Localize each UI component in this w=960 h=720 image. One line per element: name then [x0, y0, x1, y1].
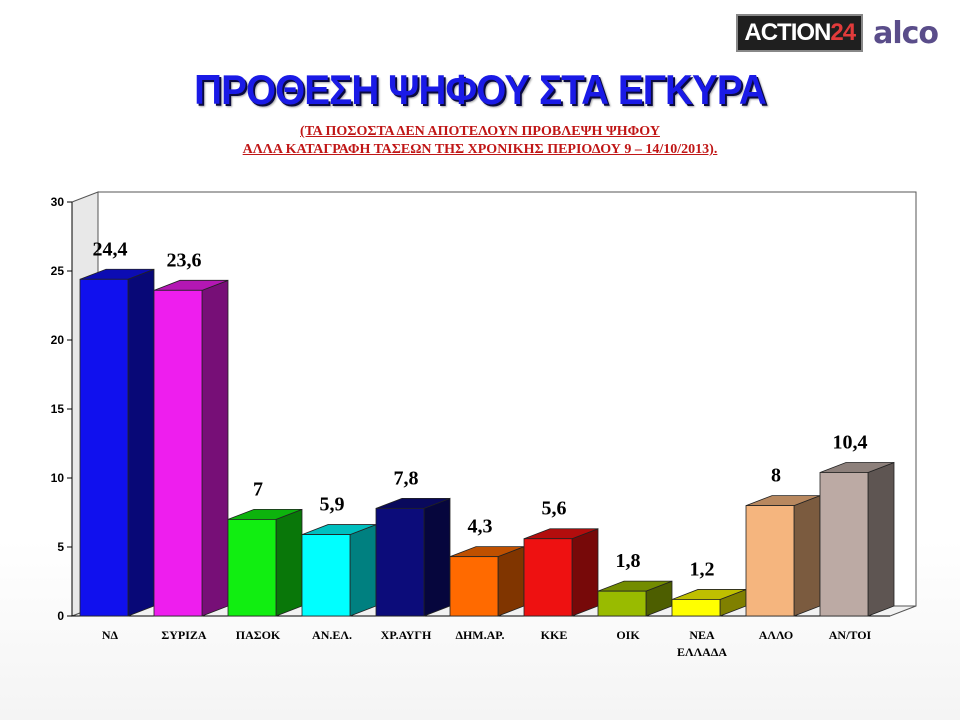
- bar: [819, 472, 869, 617]
- bar: [301, 534, 351, 617]
- y-tick-label: 5: [57, 540, 64, 554]
- x-tick-label: ΝΔ: [102, 628, 119, 642]
- bar-side: [571, 528, 599, 617]
- x-tick-label: ΠΑΣΟΚ: [236, 628, 281, 642]
- bar-side: [201, 279, 229, 617]
- bar: [227, 519, 277, 617]
- bar: [153, 289, 203, 617]
- bar: [671, 599, 721, 617]
- bar: [449, 556, 499, 617]
- bar: [745, 505, 795, 617]
- action24-logo-text: ACTION: [744, 19, 831, 46]
- bar: [375, 507, 425, 617]
- data-label: 1,8: [616, 550, 641, 572]
- data-label: 7: [253, 478, 263, 500]
- bar-side: [349, 523, 377, 617]
- logos: ACTION24 alco: [736, 14, 939, 52]
- x-tick-label: ΑΝ/ΤΟΙ: [829, 628, 872, 642]
- y-tick-label: 25: [51, 264, 65, 278]
- y-tick-label: 15: [51, 402, 65, 416]
- y-tick-label: 20: [51, 333, 65, 347]
- x-tick-label: ΚΚΕ: [541, 628, 568, 642]
- bar: [597, 590, 647, 617]
- alco-logo: alco: [873, 15, 939, 51]
- subtitle-line-1: (ΤΑ ΠΟΣΟΣΤΑ ΔΕΝ ΑΠΟΤΕΛΟΥΝ ΠΡΟΒΛΕΨΗ ΨΗΦΟΥ: [300, 124, 660, 139]
- action24-logo: ACTION24: [736, 14, 864, 52]
- data-label: 24,4: [93, 238, 128, 260]
- x-tick-label: ΔΗΜ.ΑΡ.: [455, 628, 504, 642]
- x-tick-label: ΣΥΡΙΖΑ: [161, 628, 207, 642]
- x-tick-label: ΟΙΚ: [616, 628, 640, 642]
- bar-side: [867, 461, 895, 617]
- data-label: 7,8: [394, 467, 419, 489]
- page-title: ΠΡΟΘΕΣΗ ΨΗΦΟΥ ΣΤΑ ΕΓΚΥΡΑ: [194, 66, 767, 113]
- x-tick-label: ΕΛΛΑΔΑ: [677, 645, 727, 659]
- x-tick-label: ΝΕΑ: [689, 628, 715, 642]
- bar-side: [423, 497, 451, 617]
- action24-logo-number: 24: [830, 19, 856, 46]
- bar-side: [497, 546, 525, 617]
- data-label: 5,6: [542, 498, 567, 520]
- bar-side: [127, 268, 155, 617]
- bar-side: [793, 495, 821, 617]
- data-label: 4,3: [468, 516, 493, 538]
- data-label: 10,4: [833, 431, 868, 453]
- data-label: 8: [771, 465, 781, 487]
- data-label: 5,9: [320, 494, 345, 516]
- bar: [79, 278, 129, 617]
- x-tick-label: ΑΛΛΟ: [759, 628, 794, 642]
- y-tick-label: 0: [57, 609, 64, 623]
- x-tick-label: ΧΡ.ΑΥΓΗ: [381, 628, 432, 642]
- bar: [523, 538, 573, 617]
- y-tick-label: 10: [51, 471, 65, 485]
- data-label: 23,6: [167, 249, 202, 271]
- y-tick-label: 30: [51, 195, 65, 209]
- x-tick-label: ΑΝ.ΕΛ.: [312, 628, 352, 642]
- subtitle-line-2: ΑΛΛΑ ΚΑΤΑΓΡΑΦΗ ΤΑΣΕΩΝ ΤΗΣ ΧΡΟΝΙΚΗΣ ΠΕΡΙΟ…: [242, 142, 718, 157]
- bar-side: [275, 508, 303, 617]
- data-label: 1,2: [690, 558, 715, 580]
